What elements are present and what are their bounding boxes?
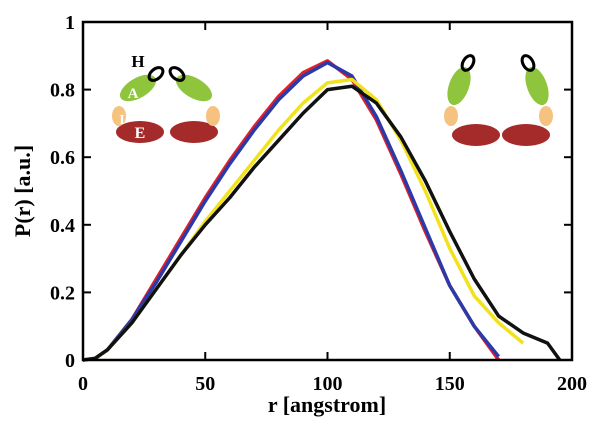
domain-a: [447, 66, 471, 106]
data-line: [82, 60, 501, 362]
x-tick-label: 150: [435, 373, 465, 395]
x-tick-label: 200: [557, 373, 587, 395]
label-h: H: [131, 52, 144, 71]
domain-h: [460, 54, 476, 72]
icon-right: [444, 54, 553, 146]
y-tick-label: 0.4: [50, 215, 75, 237]
x-tick-label: 50: [195, 373, 215, 395]
domain-a: [175, 74, 213, 102]
y-tick-label: 0: [65, 350, 75, 372]
label-a: A: [128, 86, 139, 102]
domain-h: [520, 54, 536, 72]
data-line: [82, 77, 525, 362]
y-tick-label: 0.6: [50, 147, 75, 169]
y-axis-label: P(r) [a.u.]: [10, 145, 35, 237]
label-e: E: [135, 125, 146, 142]
domain-i: [444, 106, 458, 126]
domain-e: [502, 124, 550, 146]
y-tick-label: 1: [65, 12, 75, 34]
domain-i: [539, 106, 553, 126]
x-axis-label: r [angstrom]: [268, 392, 386, 417]
domain-e: [116, 121, 164, 143]
x-tick-label: 0: [78, 373, 88, 395]
y-tick-label: 0.8: [50, 80, 75, 102]
domain-h: [168, 66, 186, 82]
domain-a: [525, 66, 549, 106]
data-line: [82, 84, 562, 362]
label-i: I: [119, 113, 124, 128]
y-tick-label: 0.2: [50, 282, 75, 304]
domain-e: [452, 124, 500, 146]
icon-left: H A I E: [112, 52, 220, 143]
domain-i: [112, 106, 126, 126]
domain-i: [206, 106, 220, 126]
domain-a: [119, 74, 157, 102]
domain-h: [147, 66, 165, 82]
plot-frame: [81, 20, 574, 362]
x-tick-label: 100: [313, 373, 343, 395]
domain-e: [170, 121, 218, 143]
data-line: [82, 59, 501, 362]
